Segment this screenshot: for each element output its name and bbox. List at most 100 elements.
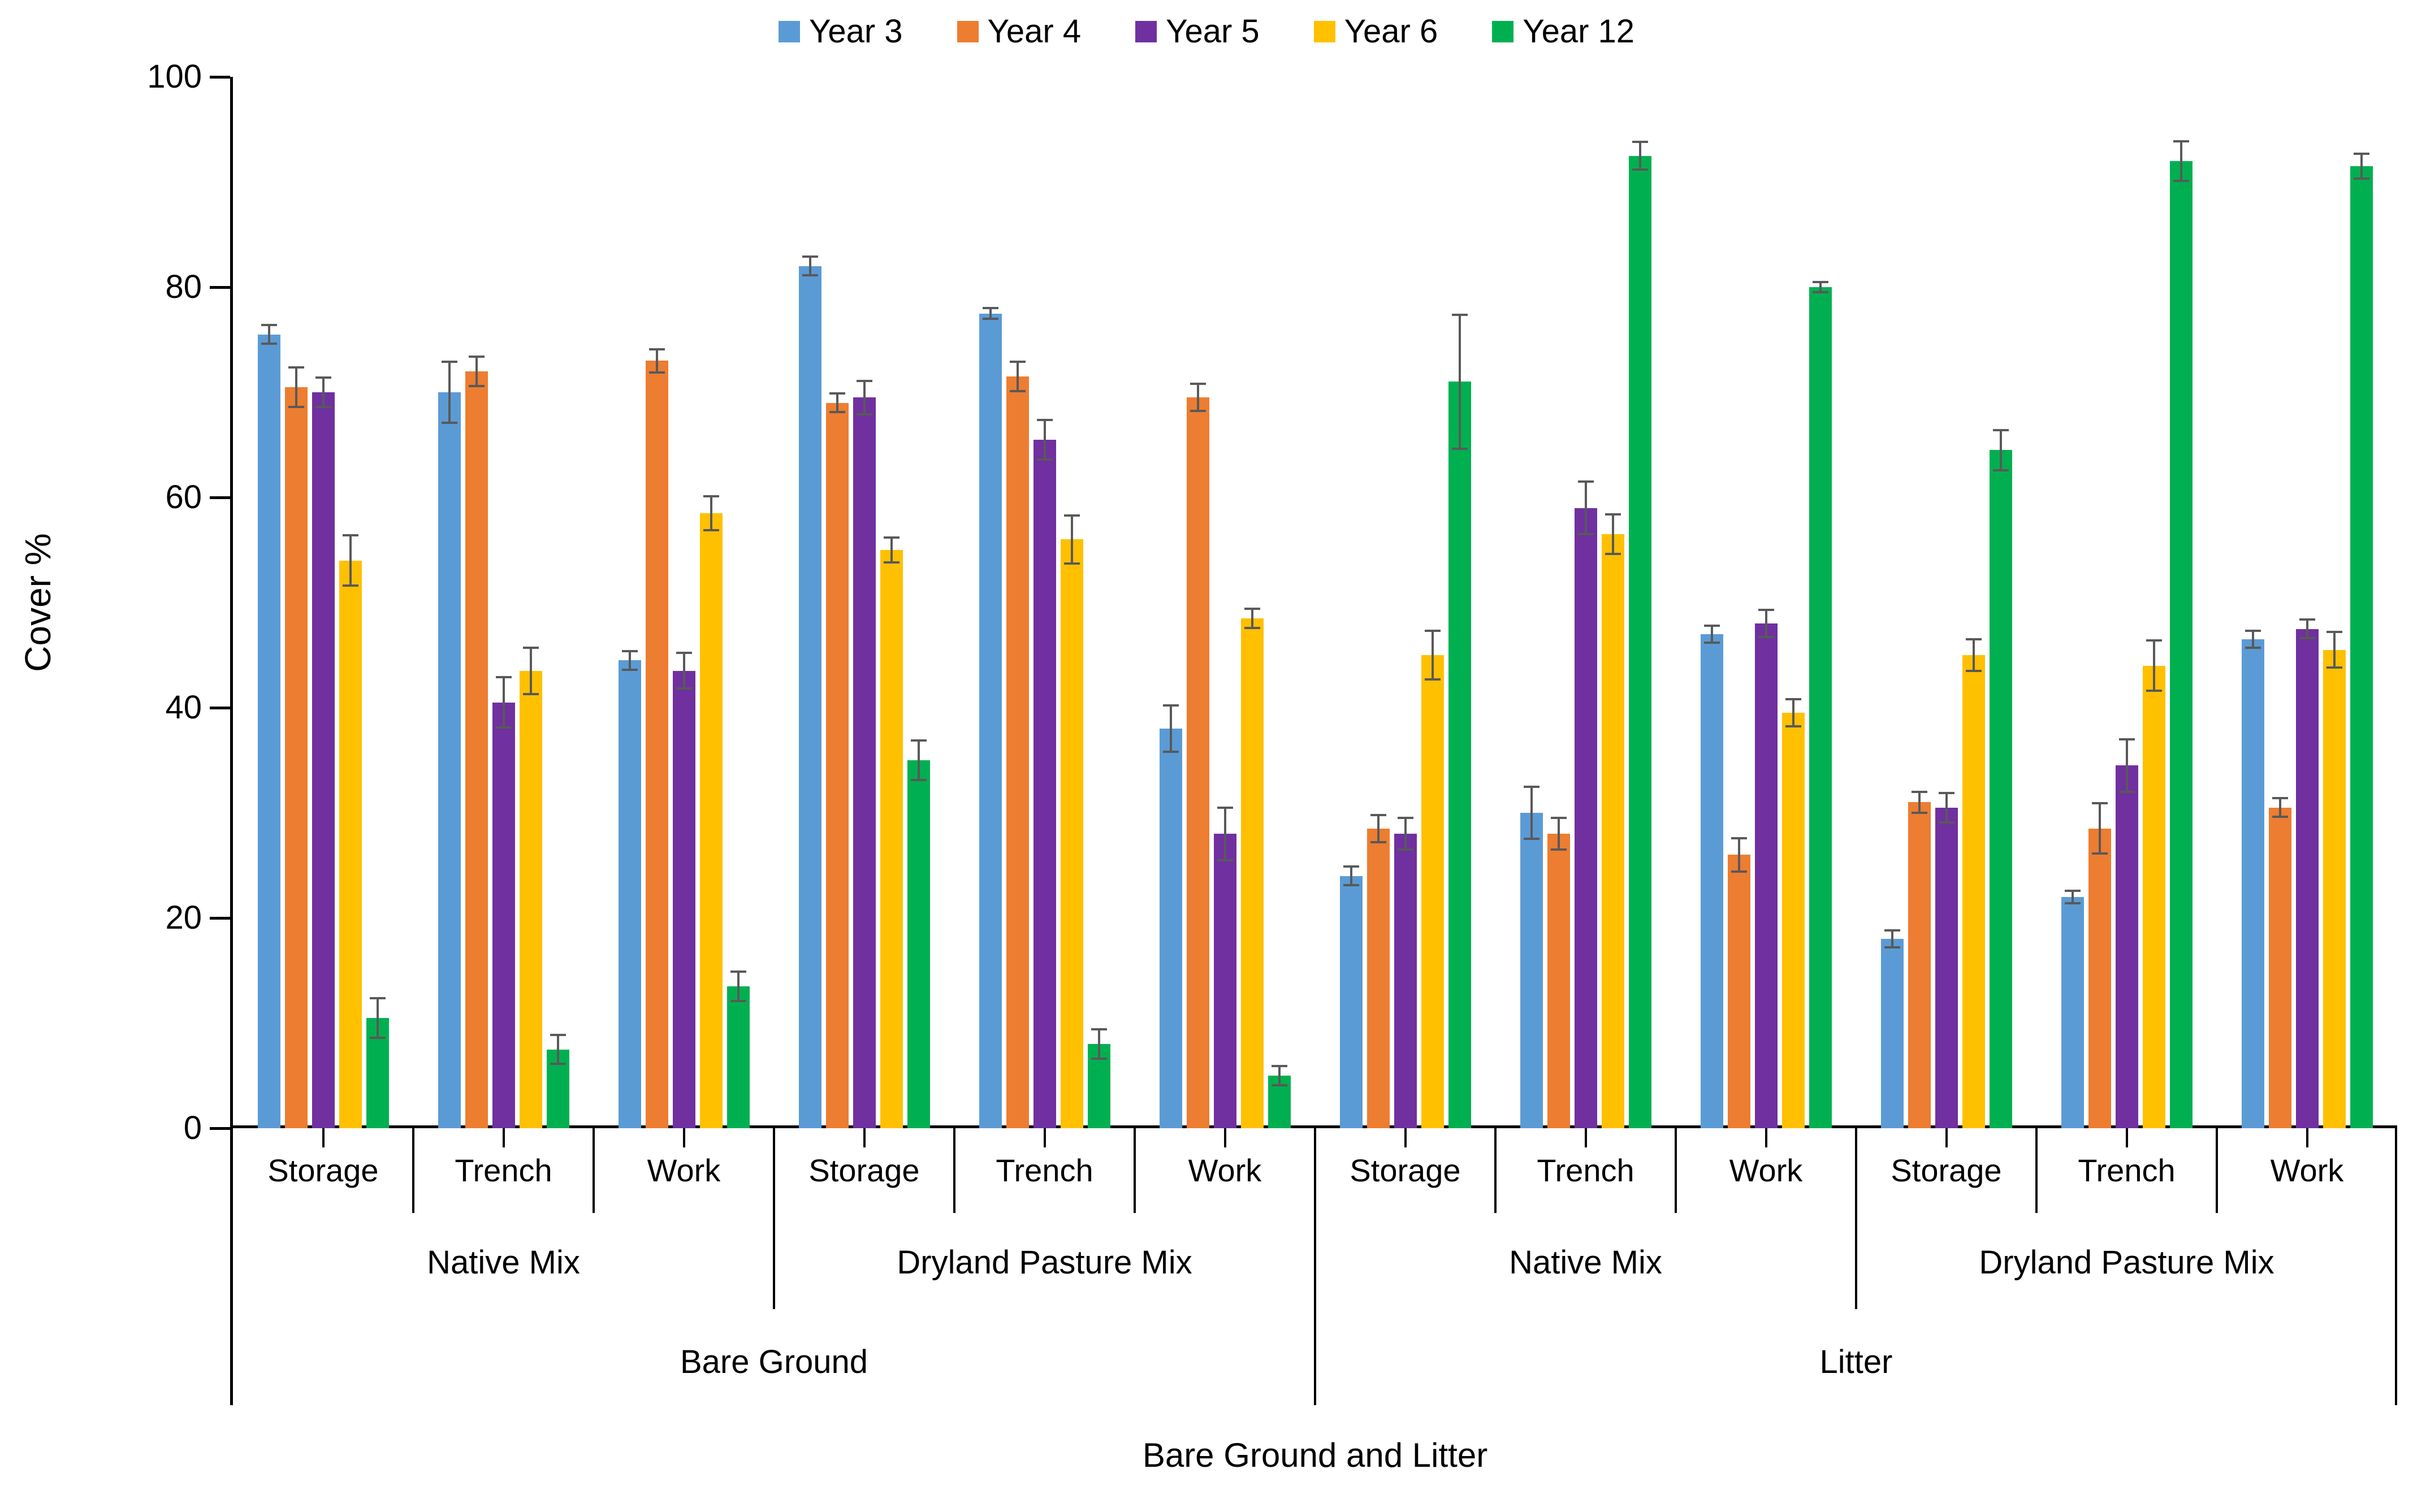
error-bar-cap-top <box>1605 513 1621 515</box>
error-bar-line <box>682 652 685 690</box>
error-bar-line <box>1557 817 1560 851</box>
error-bar-line <box>502 676 505 729</box>
error-bar-line <box>1737 837 1740 873</box>
error-bar-cap-bottom <box>676 687 692 690</box>
bar-year-12-trench <box>2169 161 2193 1128</box>
error-bar-cap-top <box>1550 817 1567 820</box>
bar-year-3-trench <box>2061 896 2084 1128</box>
category-separator-level2 <box>773 1128 775 1309</box>
bar-year-12-work <box>2350 166 2373 1128</box>
error-bar-line <box>1404 817 1407 851</box>
error-bar-cap-top <box>1009 361 1026 363</box>
error-bar-line <box>1918 790 1921 814</box>
error-bar-cap-top <box>1271 1065 1287 1068</box>
error-bar-cap-top <box>2118 738 2135 740</box>
legend-item-year-6: Year 6 <box>1313 13 1438 50</box>
y-axis-tick-label: 60 <box>165 479 202 515</box>
error-bar-cap-top <box>2353 152 2369 155</box>
category-separator-level1 <box>2035 1128 2038 1213</box>
error-bar-cap-bottom <box>2173 180 2189 182</box>
error-bar-cap-top <box>1217 806 1233 809</box>
category-label-zone: Work <box>1729 1153 1803 1188</box>
bar-year-5-trench <box>492 702 515 1128</box>
legend-label: Year 6 <box>1344 13 1438 50</box>
category-label-mix: Dryland Pasture Mix <box>1979 1244 2274 1281</box>
error-bar-line <box>2333 631 2336 669</box>
y-axis-tick-label: 20 <box>165 899 202 936</box>
error-bar-cap-top <box>369 997 386 999</box>
error-bar-line <box>1278 1065 1281 1086</box>
error-bar-line <box>1792 698 1794 728</box>
bar-year-12-storage <box>907 760 930 1128</box>
error-bar-cap-bottom <box>856 413 872 415</box>
error-bar-cap-bottom <box>1992 469 2009 471</box>
error-bar-cap-bottom <box>1063 562 1080 565</box>
bar-year-4-work <box>2268 807 2291 1128</box>
category-separator-level1 <box>1134 1128 1136 1213</box>
error-bar-line <box>2251 630 2254 649</box>
bar-year-5-storage <box>1935 807 1958 1128</box>
error-bar-line <box>1611 513 1614 556</box>
bar-year-4-work <box>1727 855 1750 1128</box>
x-axis-category-tick <box>322 1128 325 1147</box>
error-bar-cap-top <box>1370 813 1386 816</box>
bar-year-4-storage <box>1908 802 1931 1128</box>
error-bar-cap-top <box>1343 865 1359 868</box>
error-bar-cap-bottom <box>468 384 485 387</box>
error-bar-cap-bottom <box>2272 816 2288 818</box>
error-bar-cap-bottom <box>1424 678 1441 681</box>
error-bar-cap-bottom <box>1605 553 1621 556</box>
error-bar-line <box>1043 418 1046 461</box>
error-bar-cap-top <box>522 647 539 649</box>
bar-year-6-trench <box>2142 665 2165 1128</box>
error-bar-cap-top <box>648 348 665 350</box>
error-bar-line <box>737 971 740 1002</box>
bar-year-12-work <box>1809 287 1832 1128</box>
x-axis-category-tick <box>1945 1128 1948 1147</box>
error-bar-cap-bottom <box>1091 1058 1107 1060</box>
bar-year-5-storage <box>853 397 876 1128</box>
legend-label: Year 3 <box>808 13 903 50</box>
x-axis-category-tick <box>682 1128 685 1147</box>
error-bar-line <box>1016 361 1019 392</box>
error-bar-cap-top <box>468 355 485 358</box>
error-bar-line <box>1097 1028 1100 1060</box>
category-label-zone: Work <box>647 1153 721 1188</box>
category-label-mix: Dryland Pasture Mix <box>897 1244 1192 1281</box>
error-bar-cap-bottom <box>2118 790 2135 793</box>
error-bar-line <box>1350 865 1352 887</box>
x-axis-category-tick <box>1765 1128 1767 1147</box>
bar-year-3-work <box>1159 729 1182 1128</box>
legend-label: Year 5 <box>1166 13 1260 50</box>
category-separator-level1 <box>953 1128 955 1213</box>
error-bar-cap-bottom <box>1938 821 1954 824</box>
error-bar-cap-top <box>441 361 457 363</box>
error-bar-line <box>2071 889 2074 904</box>
error-bar-cap-top <box>2091 802 2108 805</box>
error-bar-cap-bottom <box>1036 458 1053 461</box>
error-bar-cap-top <box>1397 817 1413 820</box>
bar-year-3-storage <box>798 266 821 1128</box>
x-axis-category-tick <box>863 1128 866 1147</box>
error-bar-line <box>2125 738 2128 793</box>
x-axis-category-tick <box>1584 1128 1587 1147</box>
error-bar-cap-bottom <box>1731 870 1747 873</box>
error-bar-line <box>1377 813 1380 843</box>
bar-year-5-storage <box>312 392 335 1128</box>
error-bar-cap-bottom <box>1451 448 1468 450</box>
error-bar-cap-bottom <box>621 668 638 671</box>
error-bar-cap-top <box>1884 929 1900 932</box>
bar-year-3-work <box>618 660 641 1128</box>
error-bar-line <box>628 649 631 671</box>
error-bar-cap-bottom <box>441 421 457 424</box>
error-bar-cap-bottom <box>1785 725 1801 728</box>
error-bar-line <box>710 495 712 531</box>
error-bar-cap-bottom <box>1162 750 1179 753</box>
bar-year-6-storage <box>1962 655 1985 1128</box>
error-bar-cap-bottom <box>369 1036 386 1039</box>
error-bar-cap-top <box>1703 625 1720 627</box>
bar-year-6-work <box>1781 713 1805 1128</box>
y-axis-tick <box>210 916 230 920</box>
x-axis-category-tick <box>2306 1128 2308 1147</box>
category-label-mix: Native Mix <box>1509 1244 1662 1281</box>
